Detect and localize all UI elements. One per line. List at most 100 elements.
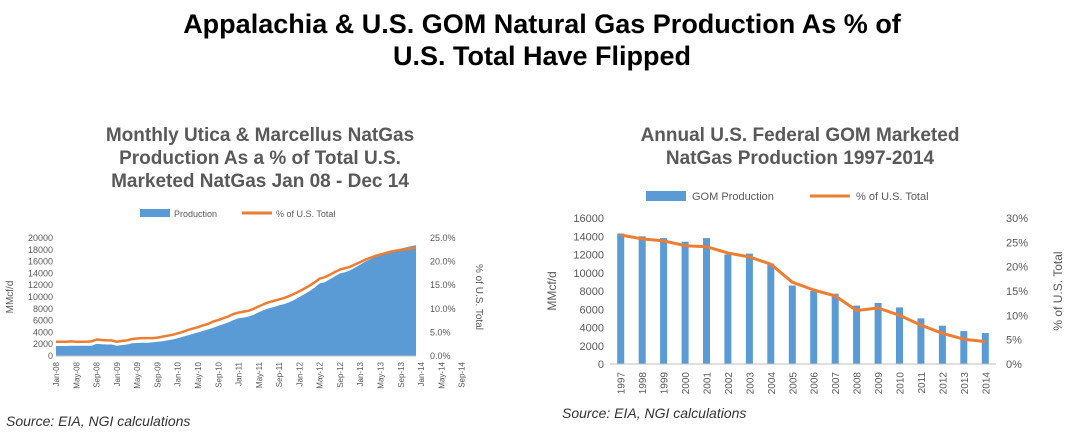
left-x-tick-label: Sep-11 xyxy=(275,361,284,387)
left-y-tick-label: 4000 xyxy=(33,327,53,337)
left-y2-tick-label: 0.0% xyxy=(430,351,451,361)
left-y-tick-label: 18000 xyxy=(28,245,53,255)
right-x-tick-label: 2008 xyxy=(853,372,864,395)
right-y2-tick-label: 10% xyxy=(1006,310,1028,322)
right-y-tick-label: 16000 xyxy=(573,213,604,225)
left-x-tick-label: Sep-08 xyxy=(93,361,102,387)
right-y-tick-label: 2000 xyxy=(580,341,604,353)
right-production-bar xyxy=(960,331,968,364)
right-x-tick-label: 1997 xyxy=(617,372,628,395)
right-x-tick-label: 2012 xyxy=(938,372,949,395)
left-y2-tick-label: 15.0% xyxy=(430,280,456,290)
left-chart-title: Monthly Utica & Marcellus NatGas Product… xyxy=(20,124,500,193)
right-x-tick-label: 2002 xyxy=(724,372,735,395)
left-y-tick-label: 12000 xyxy=(28,280,53,290)
right-production-bar xyxy=(767,263,775,364)
right-chart-title-line-2: NatGas Production 1997-2014 xyxy=(665,148,935,169)
right-percent-line xyxy=(620,233,986,344)
right-y-axis-title: MMcf/d xyxy=(545,271,559,310)
right-y2-tick-label: 20% xyxy=(1006,262,1028,274)
right-chart-title-line-1: Annual U.S. Federal GOM Marketed xyxy=(640,125,960,146)
right-x-tick-label: 2003 xyxy=(745,372,756,395)
left-x-tick-label: May-14 xyxy=(437,361,446,388)
right-y-tick-label: 12000 xyxy=(573,250,604,262)
left-y-tick-label: 20000 xyxy=(28,233,53,243)
right-production-bar xyxy=(810,291,818,364)
right-production-bar xyxy=(703,238,710,364)
left-y2-tick-label: 10.0% xyxy=(430,304,456,314)
left-legend-percent-label: % of U.S. Total xyxy=(276,209,335,219)
right-x-tick-label: 2001 xyxy=(703,372,714,395)
left-y-tick-label: 10000 xyxy=(28,292,53,302)
left-legend-production-label: Production xyxy=(174,209,217,219)
right-x-tick-label: 2005 xyxy=(788,372,799,395)
right-production-bar xyxy=(917,318,925,364)
right-legend-production-label: GOM Production xyxy=(692,191,774,203)
right-x-tick-label: 2000 xyxy=(681,372,692,395)
left-y-axis-title: MMcf/d xyxy=(5,281,16,314)
right-production-bar xyxy=(724,254,732,364)
page-title-line-1: Appalachia & U.S. GOM Natural Gas Produc… xyxy=(183,9,901,39)
right-production-bar xyxy=(831,293,839,364)
right-y-tick-label: 10000 xyxy=(573,268,604,280)
right-x-tick-label: 2009 xyxy=(874,372,885,395)
left-x-tick-label: Jan-12 xyxy=(295,361,304,386)
left-x-tick-label: Jan-09 xyxy=(113,361,122,386)
left-x-tick-label: May-08 xyxy=(72,361,81,388)
right-y2-axis-title: % of U.S. Total xyxy=(1051,251,1065,330)
right-x-tick-label: 2013 xyxy=(960,372,971,395)
right-y-tick-label: 6000 xyxy=(580,304,604,316)
left-x-tick-label: May-09 xyxy=(133,361,142,388)
right-production-bar xyxy=(896,307,903,364)
right-chart-source: Source: EIA, NGI calculations xyxy=(562,405,747,421)
right-production-bar xyxy=(938,325,946,364)
left-x-tick-label: Jan-13 xyxy=(356,361,365,386)
right-y-tick-label: 14000 xyxy=(573,231,604,243)
right-x-tick-label: 2006 xyxy=(810,372,821,395)
left-x-tick-label: May-10 xyxy=(194,361,203,388)
right-x-tick-label: 2004 xyxy=(767,372,778,395)
left-y-tick-label: 6000 xyxy=(33,316,53,326)
left-y2-tick-label: 5.0% xyxy=(430,327,451,337)
right-y-tick-label: 0 xyxy=(598,359,604,371)
left-y-tick-label: 2000 xyxy=(33,339,53,349)
right-production-bar xyxy=(853,305,861,364)
right-y2-tick-label: 15% xyxy=(1006,286,1028,298)
left-x-tick-label: May-13 xyxy=(377,361,386,388)
right-y2-tick-label: 30% xyxy=(1006,213,1028,225)
right-production-bar xyxy=(981,333,989,364)
left-x-tick-label: Jan-08 xyxy=(52,361,61,386)
left-x-tick-label: Jan-10 xyxy=(174,361,183,386)
left-y2-tick-label: 20.0% xyxy=(430,257,456,267)
left-legend-production-swatch xyxy=(140,209,170,217)
left-y-tick-label: 16000 xyxy=(28,257,53,267)
left-x-tick-label: Sep-10 xyxy=(214,361,223,387)
left-production-area xyxy=(56,245,416,356)
left-y2-axis-title: % of U.S. Total xyxy=(473,264,484,330)
left-chart-title-line-2: Production As a % of Total U.S. xyxy=(119,148,401,169)
right-y2-tick-label: 5% xyxy=(1006,335,1022,347)
right-y2-tick-label: 25% xyxy=(1006,237,1028,249)
left-chart-source: Source: EIA, NGI calculations xyxy=(6,413,191,429)
right-x-tick-label: 2010 xyxy=(896,372,907,395)
right-production-bar xyxy=(745,253,753,364)
left-x-tick-label: Sep-13 xyxy=(397,361,406,387)
right-production-bar xyxy=(638,236,646,365)
left-x-tick-label: May-12 xyxy=(316,361,325,388)
right-y-tick-label: 8000 xyxy=(580,286,604,298)
right-y2-tick-label: 0% xyxy=(1006,359,1022,371)
right-production-bar xyxy=(788,285,796,364)
right-x-tick-label: 2014 xyxy=(981,372,992,395)
left-percent-line xyxy=(56,246,417,344)
right-production-bar xyxy=(874,302,882,364)
left-x-tick-label: Jan-14 xyxy=(417,361,426,386)
right-legend-percent-label: % of U.S. Total xyxy=(856,191,929,203)
right-production-bar xyxy=(681,241,689,364)
right-production-bar xyxy=(617,233,625,364)
page-title-line-2: U.S. Total Have Flipped xyxy=(392,41,692,71)
page-title: Appalachia & U.S. GOM Natural Gas Produc… xyxy=(0,8,1084,72)
right-x-tick-label: 2007 xyxy=(831,372,842,395)
right-x-tick-label: 1999 xyxy=(660,372,671,395)
left-chart-title-line-3: Marketed NatGas Jan 08 - Dec 14 xyxy=(111,171,409,192)
